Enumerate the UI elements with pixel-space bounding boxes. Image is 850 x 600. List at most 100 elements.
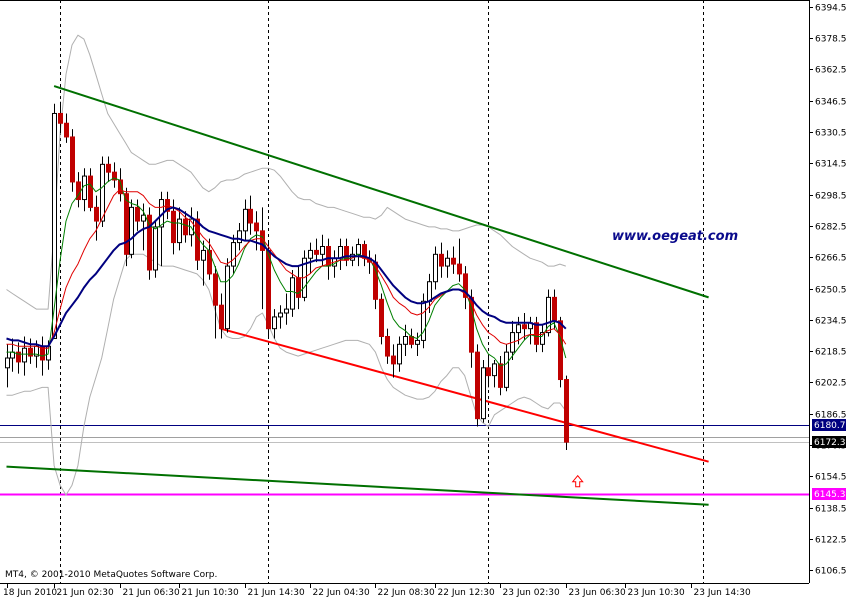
price-badge-1 bbox=[812, 436, 846, 448]
candle-body-up bbox=[225, 265, 230, 330]
candle-18 bbox=[112, 162, 117, 188]
candle-93 bbox=[558, 316, 563, 388]
candle-body-down bbox=[522, 324, 527, 330]
candle-28 bbox=[171, 199, 176, 255]
candle-body-down bbox=[112, 171, 117, 181]
candle-body-down bbox=[58, 112, 63, 124]
copyright-text: MT4, © 2001-2010 MetaQuotes Software Cor… bbox=[5, 570, 217, 580]
candle-body-down bbox=[219, 304, 224, 330]
moving-average-medium bbox=[6, 189, 567, 349]
x-tick-label-10: 23 Jun 10:30 bbox=[628, 588, 685, 598]
candle-body-up bbox=[415, 339, 420, 345]
candle-body-down bbox=[106, 163, 111, 173]
candle-body-up bbox=[290, 277, 295, 310]
y-tick-label-4: 6330.5 bbox=[815, 129, 847, 139]
candle-22 bbox=[135, 199, 140, 231]
x-tick-label-3: 21 Jun 10:30 bbox=[182, 588, 239, 598]
y-tick-label-2: 6362.5 bbox=[815, 66, 847, 76]
candle-body-up bbox=[237, 230, 242, 244]
candle-body-up bbox=[284, 308, 289, 314]
candle-body-down bbox=[207, 249, 212, 275]
candle-45 bbox=[272, 309, 277, 339]
price-badge-0 bbox=[812, 419, 846, 431]
candle-body-up bbox=[272, 316, 277, 330]
candle-body-up bbox=[22, 347, 27, 363]
candle-body-up bbox=[421, 300, 426, 341]
candle-body-up bbox=[445, 257, 450, 267]
candle-body-down bbox=[451, 257, 456, 265]
candle-30 bbox=[183, 211, 188, 243]
candle-body-up bbox=[177, 218, 182, 244]
candle-81 bbox=[486, 356, 491, 388]
candle-52 bbox=[314, 238, 319, 263]
y-tick-label-18: 6106.5 bbox=[815, 567, 847, 577]
candle-77 bbox=[463, 266, 468, 310]
y-tick-label-5: 6314.5 bbox=[815, 160, 847, 170]
candle-body-up bbox=[504, 351, 509, 388]
candle-34 bbox=[207, 238, 212, 280]
candle-42 bbox=[254, 211, 259, 251]
y-tick-label-1: 6378.5 bbox=[815, 35, 847, 45]
bollinger-lower-band bbox=[6, 253, 567, 496]
candle-body-down bbox=[88, 175, 93, 208]
x-tick-label-11: 23 Jun 14:30 bbox=[694, 588, 751, 598]
candle-2 bbox=[16, 342, 21, 374]
candle-body-down bbox=[28, 347, 33, 357]
candle-body-up bbox=[320, 246, 325, 255]
watermark-text: www.oegeat.com bbox=[612, 229, 738, 244]
candle-84 bbox=[504, 344, 509, 392]
trendline-1 bbox=[220, 327, 709, 463]
candle-body-up bbox=[141, 214, 146, 222]
candle-35 bbox=[213, 266, 218, 339]
candle-body-up bbox=[231, 242, 236, 267]
candle-16 bbox=[100, 156, 105, 227]
candle-body-down bbox=[564, 379, 569, 443]
candle-50 bbox=[302, 250, 307, 302]
x-tick-label-4: 21 Jun 14:30 bbox=[248, 588, 305, 598]
candle-body-up bbox=[516, 324, 521, 334]
candle-body-up bbox=[427, 281, 432, 302]
candle-body-down bbox=[314, 249, 319, 255]
candle-body-up bbox=[308, 249, 313, 259]
candle-73 bbox=[439, 242, 444, 278]
candle-body-down bbox=[94, 206, 99, 222]
candle-body-down bbox=[260, 230, 265, 251]
x-tick-label-5: 22 Jun 04:30 bbox=[313, 588, 370, 598]
candle-0 bbox=[5, 344, 10, 388]
candle-10 bbox=[64, 113, 69, 143]
candle-body-up bbox=[546, 296, 551, 334]
candle-body-up bbox=[540, 332, 545, 345]
candle-69 bbox=[415, 332, 420, 357]
candle-body-down bbox=[64, 122, 69, 138]
y-tick-label-8: 6266.5 bbox=[815, 254, 847, 264]
candle-72 bbox=[433, 246, 438, 290]
candle-24 bbox=[147, 207, 152, 280]
candle-body-down bbox=[70, 136, 75, 183]
candle-75 bbox=[451, 246, 456, 274]
y-tick-label-13: 6186.5 bbox=[815, 411, 847, 421]
candle-body-down bbox=[486, 367, 491, 377]
candle-74 bbox=[445, 250, 450, 278]
y-tick-label-10: 6234.5 bbox=[815, 317, 847, 327]
candle-body-down bbox=[558, 320, 563, 381]
candle-body-down bbox=[124, 193, 129, 255]
candle-37 bbox=[225, 258, 230, 333]
candle-94 bbox=[564, 375, 569, 450]
candle-63 bbox=[379, 293, 384, 345]
candle-body-down bbox=[183, 218, 188, 236]
candle-36 bbox=[219, 293, 224, 339]
candle-body-up bbox=[397, 343, 402, 365]
candle-body-up bbox=[356, 244, 361, 255]
moving-average-slow bbox=[6, 206, 567, 348]
trendline-2 bbox=[6, 465, 709, 506]
candle-body-up bbox=[243, 208, 248, 232]
plot-area bbox=[0, 0, 809, 583]
candle-80 bbox=[481, 359, 486, 423]
price-badge-label-2: 6145.3 bbox=[814, 490, 846, 500]
candle-body-down bbox=[213, 273, 218, 306]
price-badge-2 bbox=[812, 488, 846, 500]
candle-body-down bbox=[463, 273, 468, 298]
candle-body-down bbox=[534, 322, 539, 345]
candle-body-down bbox=[118, 179, 123, 195]
candle-51 bbox=[308, 242, 313, 274]
